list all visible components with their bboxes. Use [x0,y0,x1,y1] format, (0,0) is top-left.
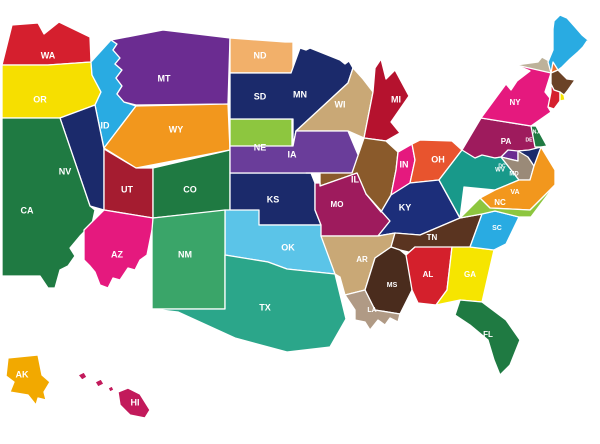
svg-text:KS: KS [267,194,280,204]
svg-text:ND: ND [254,50,267,60]
svg-text:AR: AR [356,255,368,264]
svg-text:OK: OK [281,242,295,252]
svg-text:TN: TN [427,233,438,242]
svg-text:WI: WI [335,99,346,109]
svg-text:NJ: NJ [533,129,540,135]
svg-text:WY: WY [169,124,184,134]
svg-text:KY: KY [399,202,412,212]
svg-text:MS: MS [387,282,398,289]
svg-text:OH: OH [431,154,445,164]
svg-text:MT: MT [158,73,171,83]
svg-text:MO: MO [331,200,344,209]
svg-text:VA: VA [510,189,519,196]
svg-text:NE: NE [254,142,267,152]
svg-text:FL: FL [483,330,493,339]
svg-text:AL: AL [423,270,434,279]
svg-text:SD: SD [254,91,267,101]
svg-text:DE: DE [526,137,534,143]
svg-text:NC: NC [494,198,506,207]
svg-text:PA: PA [501,137,512,146]
svg-text:MI: MI [391,94,401,104]
svg-text:IL: IL [351,174,360,184]
svg-text:OR: OR [33,94,47,104]
svg-text:AK: AK [16,369,29,379]
svg-text:CO: CO [183,184,197,194]
svg-text:CA: CA [21,205,34,215]
svg-text:NM: NM [178,249,192,259]
svg-text:HI: HI [131,397,140,407]
svg-text:AZ: AZ [111,249,123,259]
svg-text:IA: IA [288,149,298,159]
svg-text:SC: SC [492,225,502,232]
svg-text:TX: TX [259,302,271,312]
svg-text:DC: DC [498,163,506,169]
svg-text:ID: ID [101,120,111,130]
svg-text:NV: NV [59,166,72,176]
svg-text:MN: MN [293,89,307,99]
svg-text:GA: GA [464,270,476,279]
svg-text:UT: UT [121,184,133,194]
svg-text:NY: NY [509,98,521,107]
svg-text:IN: IN [400,159,409,169]
svg-text:WA: WA [41,50,56,60]
svg-text:LA: LA [367,307,376,314]
svg-text:MD: MD [509,172,519,178]
